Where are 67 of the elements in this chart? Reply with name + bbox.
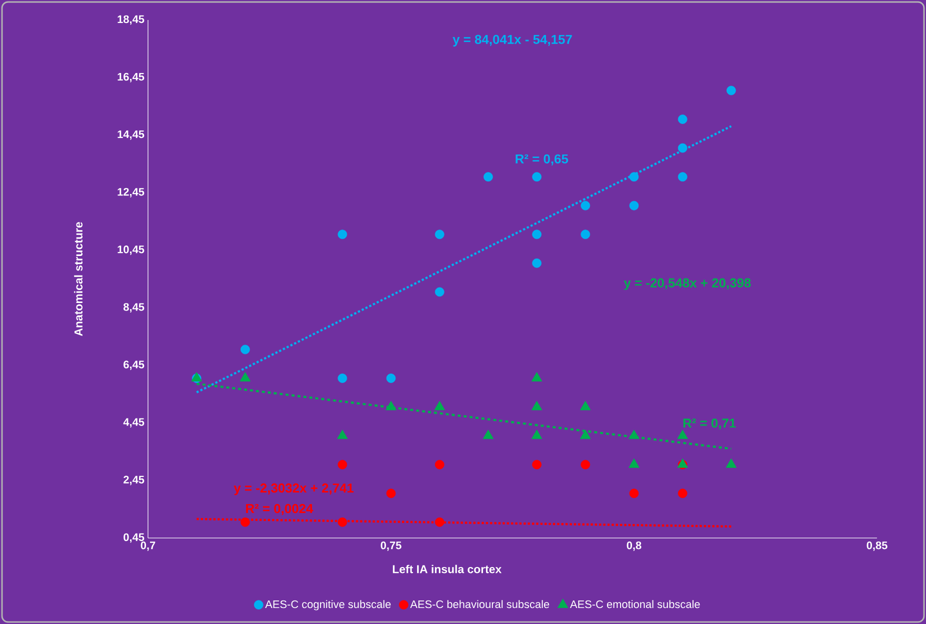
y-tick-label: 18,45	[118, 15, 144, 25]
legend-label: AES-C emotional subscale	[570, 600, 700, 608]
point	[678, 172, 688, 182]
point	[240, 372, 251, 382]
point	[629, 488, 639, 498]
annotation: y = -2,3032x + 2,741	[234, 483, 354, 496]
point	[532, 460, 542, 470]
point	[386, 374, 396, 383]
point	[484, 172, 493, 182]
annotation: y = -20,548x + 20,398	[624, 278, 751, 290]
point	[628, 458, 640, 468]
x-tick-label: 0,7	[140, 542, 156, 551]
point	[337, 430, 348, 440]
annotation: R² = 0,71	[683, 418, 736, 430]
y-tick-label: 2,45	[124, 476, 144, 486]
x-axis-title: Left IA insula cortex	[392, 564, 502, 574]
point	[678, 488, 688, 498]
y-tick-label: 0,45	[124, 533, 144, 543]
point	[338, 374, 348, 383]
point	[386, 400, 396, 410]
annotation: R² = 0,0024	[246, 504, 314, 516]
point	[482, 430, 494, 440]
point	[531, 400, 542, 410]
point	[434, 230, 444, 240]
point	[338, 460, 348, 470]
point	[629, 172, 639, 182]
point	[629, 200, 639, 210]
annotation: y = 84,041x - 54,157	[452, 34, 572, 47]
point	[726, 86, 736, 96]
y-axis-title: Anatomical structure	[74, 222, 83, 336]
point	[434, 517, 444, 527]
point	[580, 460, 590, 470]
legend-label: AES-C behavioural subscale	[410, 600, 550, 608]
y-tick-label: 16,45	[118, 72, 144, 82]
point	[580, 230, 590, 240]
point	[434, 460, 444, 470]
y-tick-label: 6,45	[124, 360, 144, 370]
point	[726, 458, 737, 468]
point	[628, 430, 640, 440]
legend-label: AES-C cognitive subscale	[265, 600, 391, 610]
point	[580, 200, 590, 210]
annotation: R² = 0,65	[516, 154, 568, 166]
y-tick-label: 14,45	[118, 130, 144, 140]
x-tick-label: 0,8	[626, 542, 642, 551]
point	[531, 430, 542, 440]
point	[386, 488, 396, 498]
y-tick-label: 12,45	[118, 188, 144, 198]
point	[434, 287, 444, 297]
point	[532, 172, 542, 182]
point	[531, 372, 542, 382]
point	[678, 114, 688, 124]
point	[580, 400, 591, 410]
point	[434, 400, 445, 410]
point	[532, 230, 542, 240]
y-tick-label: 8,45	[124, 303, 144, 312]
x-tick-label: 0,85	[866, 542, 888, 551]
point	[580, 430, 591, 440]
point	[678, 143, 688, 153]
y-tick-label: 10,45	[118, 246, 144, 255]
point	[532, 258, 542, 268]
point	[240, 344, 250, 354]
point	[677, 430, 688, 440]
point	[240, 517, 250, 527]
y-tick-label: 4,45	[123, 418, 144, 428]
point	[338, 230, 348, 240]
point	[338, 517, 348, 527]
x-tick-label: 0,75	[380, 542, 402, 551]
